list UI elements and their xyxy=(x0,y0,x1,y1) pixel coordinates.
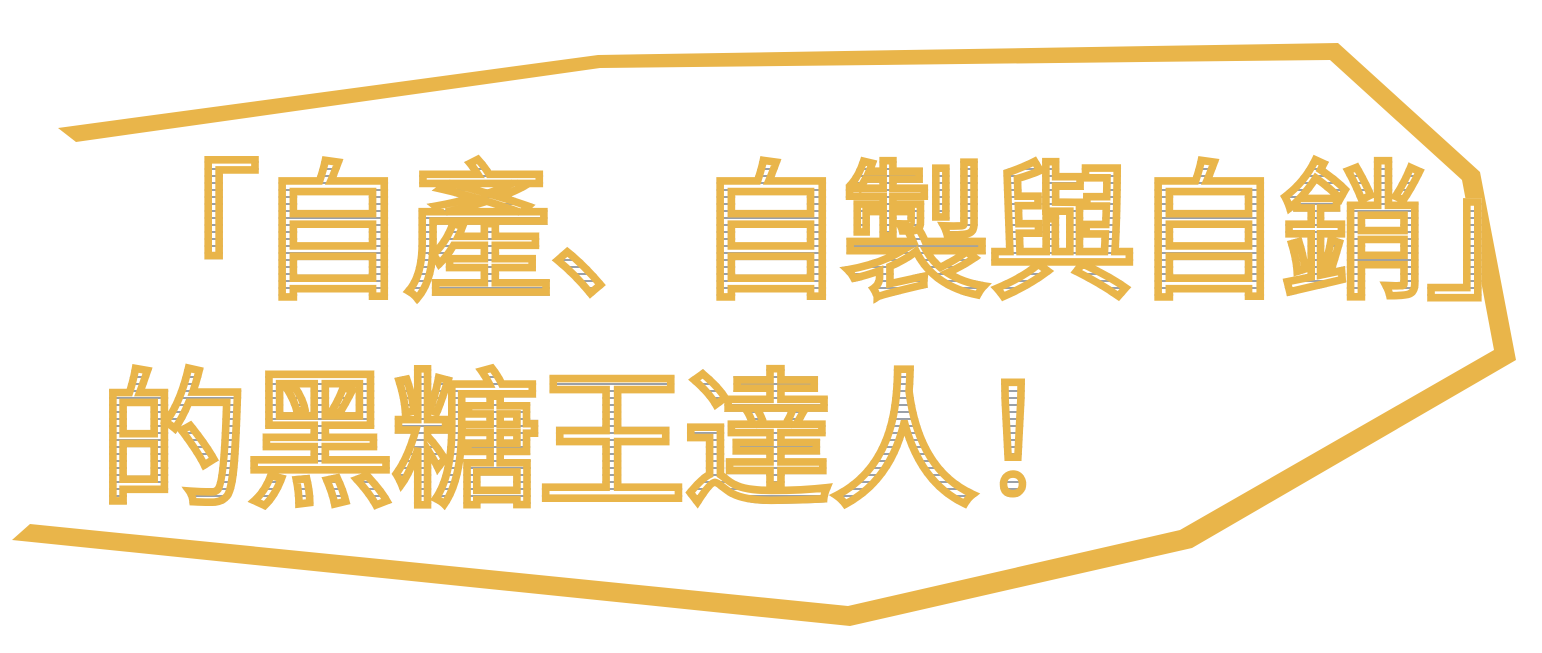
headline-line-1: 「自產、自製與自銷」 xyxy=(0,159,1542,310)
frame-shape xyxy=(12,43,1516,626)
headline-line-2: 的黑糖王達人！ xyxy=(0,367,1542,518)
